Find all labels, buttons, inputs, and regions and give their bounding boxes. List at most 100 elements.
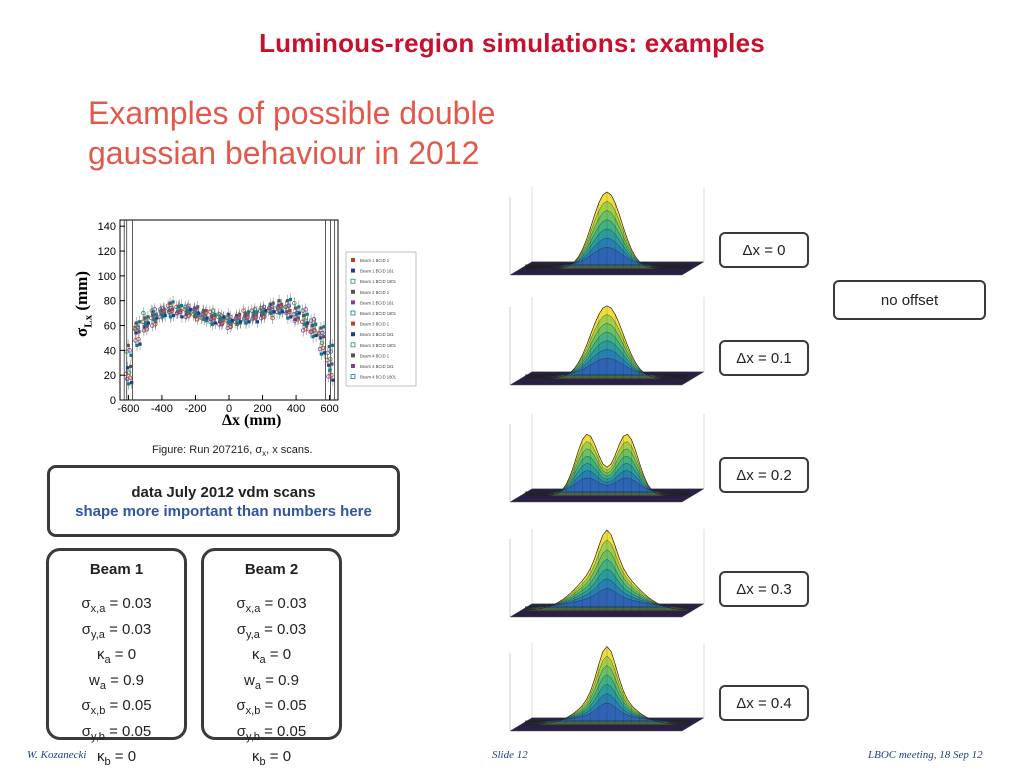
data-point bbox=[251, 313, 255, 318]
data-point bbox=[163, 313, 167, 318]
y-tick-label: 100 bbox=[98, 271, 116, 283]
scatter-y-axis-label: σLx (mm) bbox=[72, 242, 94, 352]
legend-marker bbox=[351, 300, 355, 305]
data-point bbox=[305, 312, 309, 316]
data-point bbox=[143, 316, 147, 320]
legend-entry: Beam 3 BCID 181 bbox=[360, 332, 394, 337]
dx-label-0-2: Δx = 0.2 bbox=[719, 457, 809, 493]
legend-marker bbox=[350, 310, 356, 316]
data-point bbox=[287, 309, 292, 315]
data-point bbox=[205, 318, 209, 323]
surface-outline bbox=[525, 305, 689, 379]
data-point bbox=[296, 316, 300, 320]
data-point bbox=[220, 320, 225, 326]
data-point bbox=[196, 305, 200, 309]
data-point bbox=[268, 302, 272, 307]
data-point bbox=[285, 310, 289, 314]
data-point bbox=[126, 370, 132, 375]
data-point bbox=[311, 317, 317, 322]
beam-param-row: κb = 0 bbox=[251, 748, 292, 768]
data-point bbox=[271, 301, 275, 305]
footer-slide-number: Slide 12 bbox=[492, 749, 528, 761]
x-tick-label: -600 bbox=[117, 403, 139, 415]
data-point bbox=[202, 317, 206, 321]
data-point bbox=[180, 315, 184, 319]
data-point bbox=[289, 315, 293, 319]
data-point bbox=[146, 321, 151, 325]
data-point bbox=[288, 309, 292, 313]
surface-plot-0 bbox=[509, 187, 705, 276]
dx-label-0: Δx = 0 bbox=[719, 232, 809, 268]
legend-entry: Beam 1 BCID 1801 bbox=[360, 279, 397, 284]
data-point bbox=[226, 312, 230, 316]
y-tick-label: 40 bbox=[104, 345, 116, 357]
data-point bbox=[311, 335, 315, 339]
surface-plot-3 bbox=[509, 529, 705, 618]
headline-line-1: Examples of possible double bbox=[88, 95, 496, 131]
dx-label-0-3: Δx = 0.3 bbox=[719, 571, 809, 607]
beam-param-row: σx,b = 0.05 bbox=[236, 697, 307, 717]
beam-1-params: σx,a = 0.03 σy,a = 0.03 κa = 0 wa = 0.9 σx,b… bbox=[49, 594, 184, 773]
legend-entry: Beam 4 BCID 1801 bbox=[360, 375, 397, 380]
data-point bbox=[255, 310, 259, 314]
data-point bbox=[141, 310, 146, 316]
data-point bbox=[247, 320, 251, 324]
data-point bbox=[126, 366, 130, 370]
surface-outline bbox=[525, 645, 689, 725]
legend-entry: Beam 4 BCID 181 bbox=[360, 364, 394, 369]
y-tick-label: 60 bbox=[104, 321, 116, 333]
x-tick-label: -400 bbox=[151, 403, 173, 415]
data-point bbox=[163, 311, 167, 315]
surface-plot-4 bbox=[509, 643, 705, 732]
legend-marker bbox=[350, 278, 356, 284]
data-point bbox=[192, 307, 197, 312]
data-point bbox=[328, 349, 334, 354]
data-point bbox=[193, 315, 197, 319]
data-point bbox=[137, 330, 141, 334]
legend-marker bbox=[351, 364, 355, 368]
legend-marker bbox=[351, 258, 355, 262]
y-tick-label: 80 bbox=[104, 296, 116, 308]
data-point bbox=[246, 312, 250, 316]
beam-2-params: σx,a = 0.03 σy,a = 0.03 κa = 0 wa = 0.9 σx,b… bbox=[204, 594, 339, 773]
data-point bbox=[320, 330, 325, 336]
data-point bbox=[178, 309, 183, 315]
note-box: data July 2012 vdm scans shape more impo… bbox=[47, 465, 400, 537]
y-tick-label: 140 bbox=[98, 221, 116, 233]
data-point bbox=[235, 313, 239, 318]
data-point bbox=[297, 311, 301, 315]
data-point bbox=[160, 315, 164, 319]
x-tick-label: 0 bbox=[226, 403, 232, 415]
legend-entry: Beam 4 BCID 1 bbox=[360, 353, 390, 358]
data-point bbox=[142, 325, 146, 329]
data-point bbox=[297, 305, 301, 309]
beam-param-row: κa = 0 bbox=[251, 646, 292, 666]
dx-label-0-1: Δx = 0.1 bbox=[719, 340, 809, 376]
data-point bbox=[314, 333, 318, 338]
data-point bbox=[160, 312, 164, 316]
data-point bbox=[227, 320, 231, 324]
data-point bbox=[277, 299, 281, 303]
data-point bbox=[236, 314, 242, 320]
data-point bbox=[328, 356, 333, 362]
surface-plot-2 bbox=[509, 414, 705, 503]
data-point bbox=[330, 362, 334, 366]
data-point bbox=[130, 381, 134, 385]
data-point bbox=[160, 305, 166, 311]
data-point bbox=[186, 313, 192, 318]
y-tick-label: 20 bbox=[104, 370, 116, 382]
data-point bbox=[194, 312, 198, 316]
data-point bbox=[263, 312, 267, 316]
data-point bbox=[320, 345, 326, 351]
data-point bbox=[222, 315, 226, 319]
data-point bbox=[168, 315, 173, 319]
data-point bbox=[179, 304, 184, 308]
data-point bbox=[330, 343, 334, 347]
beam-param-row: wa = 0.9 bbox=[89, 671, 144, 692]
data-point bbox=[278, 304, 284, 310]
data-point bbox=[304, 327, 309, 332]
data-point bbox=[204, 309, 208, 313]
no-offset-label: no offset bbox=[833, 280, 986, 320]
data-point bbox=[319, 340, 325, 346]
data-point bbox=[155, 316, 159, 320]
